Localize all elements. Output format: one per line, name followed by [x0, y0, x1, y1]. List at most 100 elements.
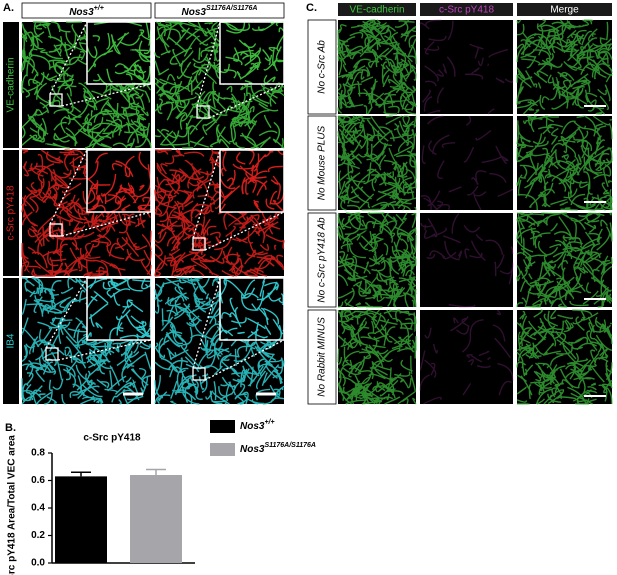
micrograph-bg — [420, 310, 513, 404]
zoom-line — [204, 339, 285, 381]
genotype: S1176A/S1176A — [264, 442, 316, 449]
micrograph-texture — [516, 212, 613, 308]
micrograph-texture — [516, 115, 613, 211]
micrograph-texture — [516, 19, 613, 115]
genotype-label: Nos3S1176A/S1176A — [182, 5, 258, 18]
micrograph-texture — [516, 309, 613, 405]
inset-frame — [219, 277, 285, 341]
inset-frame — [219, 21, 285, 85]
micrograph — [516, 212, 613, 308]
zoom-line — [49, 149, 88, 225]
row-label: IB4 — [6, 333, 17, 348]
panel-label: B. — [5, 422, 16, 434]
micrograph-texture — [86, 151, 152, 213]
row-header-box — [307, 19, 337, 115]
zoom-line — [196, 21, 221, 107]
zoom-line — [208, 83, 285, 119]
micrograph — [420, 115, 514, 211]
micrograph-texture — [420, 115, 514, 211]
micrograph-texture — [337, 19, 417, 115]
row-label: No c-Src pY418 Ab — [317, 217, 328, 303]
zoom-box — [192, 367, 206, 381]
inset-frame — [219, 149, 285, 213]
y-axis-label: Src pY418 Area/Total VEC area — [7, 435, 18, 575]
micrograph-bg — [420, 213, 513, 307]
micrograph-texture — [86, 21, 152, 85]
micrograph — [516, 309, 613, 405]
bar — [130, 475, 182, 563]
micrograph — [219, 149, 285, 213]
gene: Nos3 — [69, 7, 94, 18]
row-header-box — [3, 278, 19, 404]
micrograph-bg — [420, 116, 513, 210]
column-header-box — [338, 3, 416, 16]
genotype: S1176A/S1176A — [206, 5, 258, 12]
panel-label: A. — [3, 2, 14, 14]
micrograph-texture — [219, 277, 285, 341]
micrograph — [86, 150, 152, 213]
bar — [55, 476, 107, 563]
row-header-box — [307, 309, 337, 405]
zoom-box — [49, 223, 63, 237]
micrograph — [419, 19, 514, 115]
zoom-line — [61, 211, 152, 237]
micrograph — [86, 277, 152, 341]
row-header-box — [307, 115, 337, 211]
micrograph-texture — [419, 19, 514, 115]
legend-swatch — [210, 420, 235, 433]
column-label: VE-cadherin — [349, 5, 404, 16]
micrograph-texture — [419, 309, 514, 405]
row-header-box — [3, 22, 19, 148]
inset-frame — [86, 149, 152, 213]
genotype-label: Nos3S1176A/S1176A — [240, 442, 316, 455]
chart-title: c-Src pY418 — [83, 433, 141, 444]
micrograph-bg — [420, 20, 513, 114]
y-tick-label: 0.2 — [31, 530, 45, 541]
micrograph — [419, 309, 514, 405]
genotype-label: Nos3+/+ — [69, 5, 104, 18]
column-header-box — [517, 3, 612, 16]
gene: Nos3 — [240, 421, 265, 432]
micrograph — [420, 213, 514, 308]
y-tick-label: 0.4 — [31, 503, 45, 514]
micrograph — [219, 21, 285, 85]
micrograph — [337, 309, 417, 405]
zoom-box — [45, 347, 59, 361]
panel-label: C. — [306, 2, 317, 14]
row-header-box — [3, 150, 19, 276]
gene: Nos3 — [240, 444, 265, 455]
zoom-line — [204, 211, 285, 251]
micrograph-texture — [337, 309, 417, 405]
micrograph — [219, 277, 285, 341]
micrograph — [337, 19, 417, 115]
inset-frame — [86, 21, 152, 85]
column-label: Merge — [550, 5, 579, 16]
zoom-line — [192, 149, 221, 239]
row-header-box — [307, 212, 337, 308]
y-tick-label: 0.6 — [31, 475, 45, 486]
legend-swatch — [210, 443, 235, 456]
row-label: No Mouse PLUS — [317, 125, 328, 200]
y-tick-label: 0.0 — [31, 558, 45, 569]
column-header-box — [420, 3, 513, 16]
micrograph-texture — [337, 115, 417, 211]
micrograph — [516, 115, 613, 211]
row-label: No c-Src Ab — [317, 40, 328, 94]
y-tick-label: 0.8 — [31, 448, 45, 459]
micrograph-texture — [420, 213, 514, 308]
inset-frame — [86, 277, 152, 341]
column-header-box — [21, 2, 152, 19]
genotype: +/+ — [264, 419, 274, 426]
zoom-line — [61, 83, 152, 107]
genotype-label: Nos3+/+ — [240, 419, 275, 432]
zoom-box — [192, 237, 206, 251]
micrograph — [337, 115, 417, 211]
genotype: +/+ — [94, 5, 104, 12]
row-label: c-Src pY418 — [6, 185, 17, 240]
column-header-box — [154, 2, 285, 19]
micrograph — [86, 21, 152, 85]
zoom-box — [196, 105, 210, 119]
micrograph-texture — [219, 149, 285, 213]
zoom-box — [49, 93, 63, 107]
